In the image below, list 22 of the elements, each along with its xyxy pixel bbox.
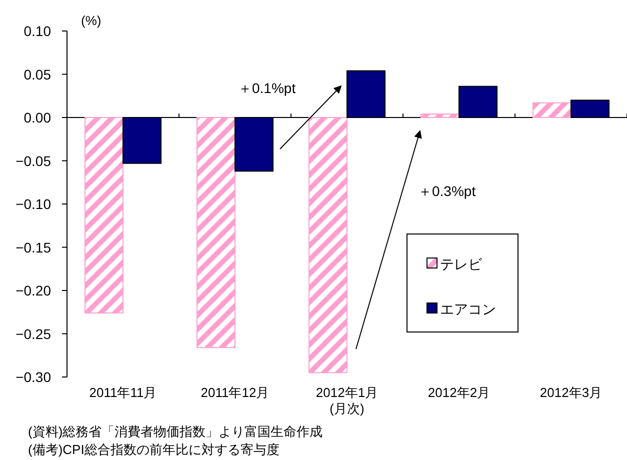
x-tick-label: 2012年3月 [540, 385, 602, 400]
y-tick-label: −0.15 [16, 239, 52, 256]
y-tick-label: 0.05 [24, 66, 52, 82]
x-tick-label: 2011年11月 [89, 385, 157, 400]
y-tick-label: 0.00 [24, 110, 52, 126]
y-tick-label: 0.10 [24, 23, 52, 39]
legend-label: テレビ [440, 256, 483, 272]
y-tick-label: −0.10 [16, 196, 52, 212]
y-tick-label: −0.30 [16, 369, 52, 385]
y-tick-label: −0.25 [16, 326, 52, 342]
text: (備考)CPI総合指数の前年比に対する寄与度 [28, 442, 280, 457]
x-tick-label: 2011年12月 [200, 385, 270, 400]
x-tick-label: 2012年2月 [428, 385, 490, 400]
x-axis-title: (月次) [330, 401, 364, 416]
legend-label: エアコン [440, 301, 496, 317]
y-tick-label: −0.05 [16, 152, 52, 169]
annotation: ＋0.1%pt [238, 80, 296, 96]
annotation: ＋0.3%pt [418, 183, 476, 199]
x-tick-label: 2012年1月 [316, 385, 378, 400]
y-tick-label: −0.20 [16, 282, 52, 298]
y-axis-title: (%) [81, 13, 102, 28]
text: (資料)総務省「消費者物価指数」より富国生命作成 [28, 424, 323, 439]
